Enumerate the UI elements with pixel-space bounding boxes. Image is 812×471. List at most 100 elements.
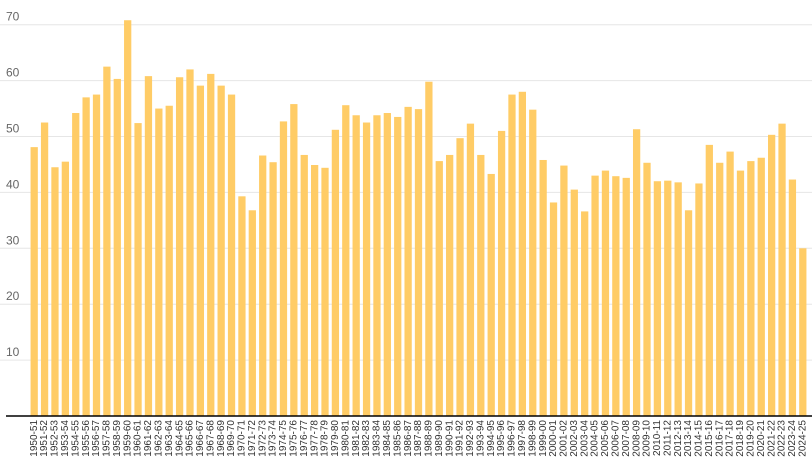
bar-2011-12 [664,180,672,416]
bar-2017-18 [726,151,734,416]
bar-1972-73 [259,155,267,416]
bar-1978-79 [321,167,329,416]
x-tick-label-1971-72: 1971-72 [247,420,258,457]
bar-2005-06 [601,170,610,416]
x-tick-label-2014-15: 2014-15 [694,420,705,457]
x-tick-label-2017-18: 2017-18 [725,420,736,457]
x-tick-label-2006-07: 2006-07 [610,420,621,457]
x-tick-label-1999-00: 1999-00 [538,420,549,457]
x-tick-label-1966-67: 1966-67 [195,420,206,457]
x-tick-label-2010-11: 2010-11 [652,420,663,456]
x-tick-label-2007-08: 2007-08 [621,420,632,457]
x-tick-label-1957-58: 1957-58 [102,420,113,457]
bar-1961-62 [144,76,153,416]
x-tick-label-2015-16: 2015-16 [704,420,715,457]
bar-2009-10 [643,162,651,416]
x-tick-label-1981-82: 1981-82 [351,420,362,457]
bar-1971-72 [248,210,256,416]
x-tick-label-1954-55: 1954-55 [70,420,81,457]
x-tick-label-2024-25: 2024-25 [797,420,808,457]
y-tick-label-20: 20 [6,289,20,303]
bar-1958-59 [113,78,121,417]
x-tick-label-2012-13: 2012-13 [673,420,684,457]
bar-1950-51 [30,147,38,416]
x-tick-label-1990-91: 1990-91 [444,420,455,457]
x-tick-label-1982-83: 1982-83 [361,420,372,457]
x-tick-label-2003-04: 2003-04 [579,420,590,457]
x-tick-label-1962-63: 1962-63 [153,420,164,457]
x-tick-label-2020-21: 2020-21 [756,420,767,457]
bar-1988-89 [425,81,433,416]
bar-1965-66 [186,69,194,417]
bar-1990-91 [446,154,454,416]
bar-2000-01 [549,202,558,416]
x-tick-label-1968-69: 1968-69 [216,420,227,457]
bar-2004-05 [591,175,599,416]
x-tick-label-1955-56: 1955-56 [81,420,92,457]
bar-1979-80 [331,129,340,417]
x-tick-label-2002-03: 2002-03 [569,420,580,457]
x-tick-label-1991-92: 1991-92 [455,420,466,457]
x-tick-label-1975-76: 1975-76 [289,420,300,457]
bar-2007-08 [622,177,630,416]
x-tick-label-1976-77: 1976-77 [299,420,310,457]
x-tick-label-1998-99: 1998-99 [527,420,538,457]
x-tick-label-1972-73: 1972-73 [257,420,268,457]
bar-1968-69 [217,85,225,416]
bar-1966-67 [196,85,205,416]
x-tick-label-1980-81: 1980-81 [340,420,351,457]
y-tick-label-50: 50 [6,122,20,136]
x-tick-label-1986-87: 1986-87 [403,420,414,457]
x-tick-label-1974-75: 1974-75 [278,420,289,457]
x-tick-label-1964-65: 1964-65 [174,420,185,457]
x-tick-label-1951-52: 1951-52 [39,420,50,457]
bar-1954-55 [72,113,80,417]
bar-2013-14 [684,210,693,416]
x-tick-label-1977-78: 1977-78 [309,420,320,457]
x-tick-label-1959-60: 1959-60 [122,420,133,457]
x-tick-label-1956-57: 1956-57 [91,420,102,457]
x-tick-label-1984-85: 1984-85 [382,420,393,457]
x-tick-label-2023-24: 2023-24 [787,420,798,457]
x-tick-label-1985-86: 1985-86 [392,420,403,457]
bar-2003-04 [581,211,589,416]
bar-2016-17 [716,162,724,416]
bar-1992-93 [466,123,475,416]
bar-1952-53 [51,167,59,416]
bar-2020-21 [757,157,765,417]
y-tick-label-40: 40 [6,177,20,191]
bar-1962-63 [155,108,163,417]
x-tick-label-1965-66: 1965-66 [185,420,196,457]
bar-1974-75 [279,121,288,416]
x-tick-label-1970-71: 1970-71 [237,420,248,457]
bar-1963-64 [165,105,173,416]
bar-2006-07 [612,176,620,416]
bar-2023-24 [788,179,797,416]
bar-1989-90 [435,161,443,416]
bar-1977-78 [311,165,319,416]
bar-1976-77 [300,154,308,416]
bar-2001-02 [560,165,568,416]
bar-1969-70 [227,94,236,416]
bar-1987-88 [414,109,423,417]
x-tick-label-1958-59: 1958-59 [112,420,123,457]
x-tick-label-1978-79: 1978-79 [320,420,331,457]
bar-1956-57 [92,94,101,416]
bar-1999-00 [539,159,547,417]
x-tick-label-1960-61: 1960-61 [133,420,144,457]
bar-1953-54 [61,161,69,416]
x-tick-label-1993-94: 1993-94 [475,420,486,457]
x-tick-label-2000-01: 2000-01 [548,420,559,457]
x-tick-label-1995-96: 1995-96 [496,420,507,457]
x-tick-label-1994-95: 1994-95 [486,420,497,457]
y-tick-label-60: 60 [6,66,20,80]
x-tick-label-1963-64: 1963-64 [164,420,175,457]
bar-1951-52 [40,122,49,416]
bars [30,20,807,417]
bar-1986-87 [404,106,412,417]
bar-1955-56 [82,97,90,417]
bar-2018-19 [736,170,745,416]
y-tick-label-10: 10 [6,345,20,359]
x-tick-label-1989-90: 1989-90 [434,420,445,457]
